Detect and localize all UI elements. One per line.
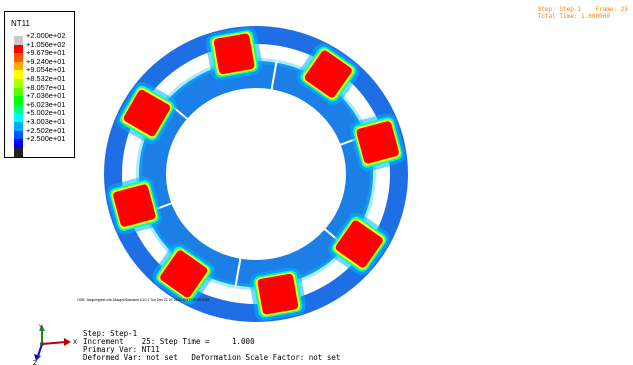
legend-value: +3.003e+01 — [26, 117, 66, 126]
info-deformed-var: Deformed Var: not set Deformation Scale … — [83, 353, 341, 362]
block-core — [113, 184, 156, 227]
legend-value: +2.502e+01 — [26, 125, 66, 135]
hot-block — [205, 27, 263, 81]
block-core — [304, 50, 352, 98]
legend-value: +2.500e+01 — [26, 134, 66, 144]
hot-block — [106, 176, 162, 235]
legend-swatch — [14, 113, 23, 123]
hot-block — [297, 43, 360, 105]
info-primary-var: Primary Var: NT11 — [83, 345, 160, 354]
z-axis-label: Z — [33, 360, 37, 365]
legend-swatch — [14, 96, 23, 106]
segment-slit — [270, 60, 278, 92]
x-arrow-icon — [64, 338, 71, 346]
hot-block — [249, 267, 307, 321]
hot-block — [116, 82, 178, 144]
step-frame-text: Step: Step-1 Frame: 25 — [537, 6, 628, 13]
odb-info-line: ODB: Jianjumgtest.odb Abaqus/Standard 6.… — [77, 298, 210, 302]
y-axis-label: Y — [38, 324, 43, 331]
legend-value: +5.002e+01 — [26, 108, 66, 118]
legend-swatch — [14, 53, 23, 63]
block-core — [213, 33, 255, 75]
legend-value: +9.679e+01 — [26, 48, 66, 58]
legend-value: +7.036e+01 — [26, 91, 66, 101]
block-core — [123, 89, 171, 137]
legend-swatch — [14, 122, 23, 131]
legend-swatch — [14, 147, 23, 157]
legend-value: +9.054e+01 — [26, 65, 66, 75]
legend-swatch — [14, 139, 23, 149]
fe-model — [104, 26, 408, 322]
z-axis-line — [37, 343, 43, 357]
x-axis-line — [41, 341, 67, 345]
segment-slit — [234, 256, 242, 288]
hot-block — [328, 212, 390, 276]
block-core — [257, 273, 299, 315]
block-core — [335, 220, 383, 268]
triad-origin — [40, 342, 44, 346]
legend-value: +8.057e+01 — [26, 82, 66, 92]
legend-value: +1.056e+02 — [26, 39, 66, 49]
legend-title: NT11 — [11, 19, 30, 28]
legend-swatch — [14, 44, 23, 54]
info-increment: Increment 25: Step Time = 1.000 — [83, 337, 255, 346]
contour-legend: NT11 +2.000e+02 +1.056e+02 +9.679e+01 +9.24… — [4, 11, 75, 158]
x-axis-label: X — [73, 339, 77, 346]
inner-ring-hole — [166, 88, 346, 260]
hot-block — [152, 243, 215, 305]
legend-value: +6.023e+01 — [26, 99, 66, 109]
legend-swatch — [14, 130, 23, 140]
legend-swatch — [14, 104, 23, 114]
axis-triad: Y X Z — [33, 324, 77, 365]
legend-value: +9.240e+01 — [26, 56, 66, 66]
info-step: Step: Step-1 — [83, 329, 138, 338]
legend-value: +8.532e+01 — [26, 74, 66, 83]
y-arrow-icon — [39, 325, 45, 331]
hot-block — [350, 113, 406, 172]
step-frame-info: Step: Step-1 Frame: 25 Total Time: 1.000… — [538, 6, 628, 20]
analysis-info: Step: Step-1 Increment 25: Step Time = 1… — [83, 330, 340, 362]
z-arrow-icon — [34, 354, 41, 361]
legend-swatch — [14, 61, 23, 71]
block-core — [160, 250, 208, 298]
legend-swatch — [14, 79, 23, 88]
legend-swatch — [14, 36, 23, 45]
legend-value: +2.000e+02 — [26, 31, 66, 40]
total-time-text: Total Time: 1.000000 — [537, 13, 610, 20]
legend-swatch — [14, 87, 23, 97]
block-core — [356, 121, 399, 164]
legend-swatch — [14, 70, 23, 80]
